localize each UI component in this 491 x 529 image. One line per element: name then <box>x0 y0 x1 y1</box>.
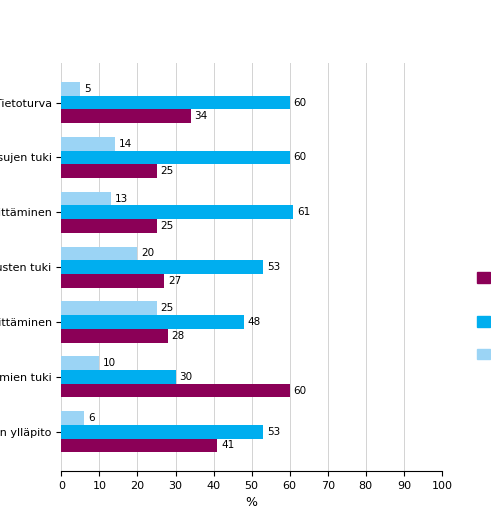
Text: 13: 13 <box>115 194 128 204</box>
Text: 53: 53 <box>267 262 280 272</box>
Bar <box>61 96 290 110</box>
Bar <box>61 137 115 151</box>
Bar <box>61 151 290 165</box>
Text: 10: 10 <box>103 358 116 368</box>
Bar <box>61 165 157 178</box>
Text: 25: 25 <box>160 303 173 313</box>
Text: 60: 60 <box>294 97 306 107</box>
Bar <box>61 247 137 260</box>
Text: 41: 41 <box>221 441 234 450</box>
Bar <box>61 315 244 329</box>
Text: 25: 25 <box>160 221 173 231</box>
Bar <box>61 411 84 425</box>
Bar <box>61 425 263 439</box>
Text: 14: 14 <box>118 139 132 149</box>
Text: 60: 60 <box>294 386 306 396</box>
Text: 48: 48 <box>248 317 261 327</box>
Text: 20: 20 <box>141 249 154 259</box>
X-axis label: %: % <box>246 496 258 509</box>
Text: 28: 28 <box>172 331 185 341</box>
Bar <box>61 357 99 370</box>
Bar <box>61 82 81 96</box>
Bar <box>61 439 218 452</box>
Bar <box>61 370 176 384</box>
Text: 53: 53 <box>267 427 280 437</box>
Text: 6: 6 <box>88 413 95 423</box>
Text: 61: 61 <box>298 207 310 217</box>
Bar <box>61 329 168 343</box>
Text: 30: 30 <box>179 372 192 382</box>
Bar <box>61 274 164 288</box>
Bar <box>61 302 157 315</box>
Bar <box>61 260 263 274</box>
Bar <box>61 219 157 233</box>
Bar <box>61 191 111 205</box>
Text: 27: 27 <box>168 276 181 286</box>
Text: 5: 5 <box>84 84 91 94</box>
Legend: Kokonaan tai
pääosin oma
työvoima, Kokonaan tai
pääosin
ulkopuolinen
työvoima, E: Kokonaan tai pääosin oma työvoima, Kokon… <box>473 256 491 364</box>
Text: 60: 60 <box>294 152 306 162</box>
Bar <box>61 205 294 219</box>
Bar <box>61 110 191 123</box>
Text: 25: 25 <box>160 166 173 176</box>
Text: 34: 34 <box>194 111 208 121</box>
Bar <box>61 384 290 397</box>
